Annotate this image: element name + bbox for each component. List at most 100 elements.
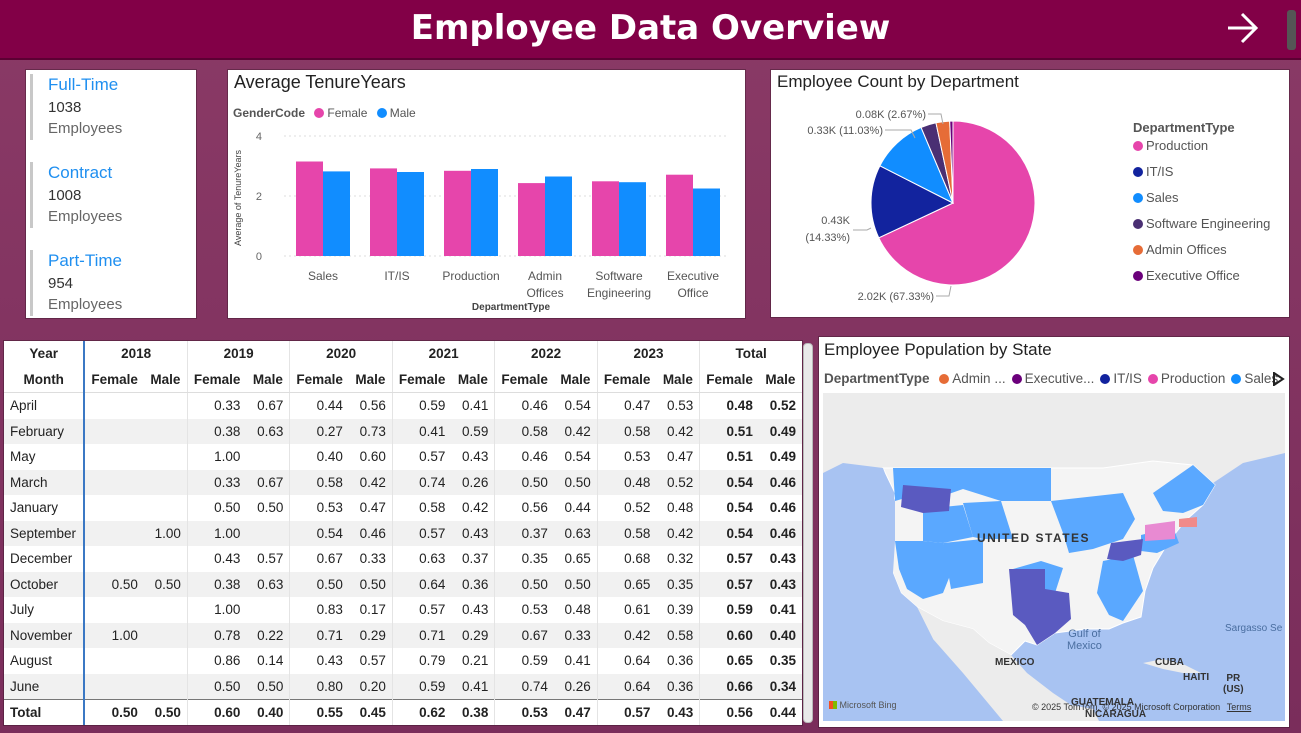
map-legend-item[interactable]: Admin ... bbox=[952, 371, 1006, 386]
pie-slice-it-is[interactable] bbox=[870, 165, 955, 239]
gender-header[interactable]: Female bbox=[289, 366, 349, 393]
table-row[interactable]: January 0.50 0.50 0.53 0.47 0.58 0.42 0.56 0.44 0… bbox=[4, 495, 802, 521]
table-row[interactable]: October 0.50 0.50 0.38 0.63 0.50 0.50 0.64 0.36 0… bbox=[4, 571, 802, 597]
gender-header[interactable]: Female bbox=[391, 366, 452, 393]
year-header[interactable]: 2018 bbox=[83, 341, 188, 367]
table-row[interactable]: September 1.00 1.00 0.54 0.46 0.57 0.43 0.37 0.6… bbox=[4, 520, 802, 546]
value-cell bbox=[83, 673, 144, 700]
table-row[interactable]: December 0.43 0.57 0.67 0.33 0.63 0.37 0.35 0.65… bbox=[4, 546, 802, 572]
year-header[interactable]: 2019 bbox=[186, 341, 290, 367]
table-row[interactable]: February 0.38 0.63 0.27 0.73 0.41 0.59 0.58 0.42… bbox=[4, 418, 802, 444]
row-header-month[interactable]: March bbox=[4, 469, 86, 495]
value-cell: 0.44 bbox=[289, 392, 349, 419]
row-header-month[interactable]: October bbox=[4, 571, 86, 597]
row-header-month[interactable]: July bbox=[4, 597, 86, 623]
row-header-month[interactable]: August bbox=[4, 648, 86, 674]
map-legend-item[interactable]: Executive... bbox=[1024, 371, 1095, 386]
state-midwest[interactable] bbox=[1051, 493, 1135, 553]
gender-header[interactable]: Male bbox=[348, 366, 393, 393]
row-header-month[interactable]: April bbox=[4, 392, 86, 419]
legend-item[interactable]: Admin Offices bbox=[1146, 242, 1227, 257]
table-row[interactable]: May 1.00 0.40 0.60 0.57 0.43 0.46 0.54 0.53 0.47 0… bbox=[4, 444, 802, 470]
us-choropleth-map[interactable] bbox=[823, 393, 1285, 721]
month-header-label[interactable]: Month bbox=[4, 366, 86, 393]
year-header[interactable]: 2023 bbox=[596, 341, 700, 367]
row-header-month[interactable]: June bbox=[4, 673, 86, 700]
bar-female[interactable] bbox=[370, 168, 397, 256]
gender-header[interactable]: Male bbox=[143, 366, 188, 393]
gender-header[interactable]: Female bbox=[596, 366, 657, 393]
gender-header[interactable]: Female bbox=[699, 366, 759, 393]
table-row[interactable]: July 1.00 0.83 0.17 0.57 0.43 0.53 0.48 0.61 0.39… bbox=[4, 597, 802, 623]
scrollbar[interactable] bbox=[1287, 10, 1296, 50]
state-utah-colorado[interactable] bbox=[963, 501, 1013, 539]
value-cell: 0.33 bbox=[186, 469, 247, 495]
legend-item[interactable]: Sales bbox=[1146, 190, 1179, 205]
table-row[interactable]: August 0.86 0.14 0.43 0.57 0.79 0.21 0.59 0.41 0.… bbox=[4, 648, 802, 674]
state-new-england[interactable] bbox=[1153, 465, 1215, 513]
bar-male[interactable] bbox=[545, 176, 572, 257]
table-row[interactable]: April 0.33 0.67 0.44 0.56 0.59 0.41 0.46 0.54 0.4… bbox=[4, 392, 802, 419]
pie-slice-executive-office[interactable] bbox=[949, 120, 954, 204]
state-montana[interactable] bbox=[963, 468, 1051, 501]
table-row[interactable]: March 0.33 0.67 0.58 0.42 0.74 0.26 0.50 0.50 0.4… bbox=[4, 469, 802, 495]
gender-header[interactable]: Male bbox=[656, 366, 700, 393]
legend-item[interactable]: Executive Office bbox=[1146, 268, 1240, 283]
bar-female[interactable] bbox=[444, 170, 471, 256]
bar-female[interactable] bbox=[296, 161, 323, 257]
gender-header[interactable]: Male bbox=[451, 366, 495, 393]
legend-item[interactable]: IT/IS bbox=[1146, 164, 1174, 179]
value-cell: 0.57 bbox=[257, 551, 284, 567]
map-legend-item[interactable]: IT/IS bbox=[1113, 371, 1142, 386]
legend-male[interactable]: Male bbox=[389, 106, 416, 120]
state-kentucky[interactable] bbox=[1107, 539, 1143, 561]
bar-male[interactable] bbox=[471, 169, 498, 256]
year-header[interactable]: 2021 bbox=[391, 341, 495, 367]
bar-male[interactable] bbox=[323, 171, 350, 256]
legend-next-icon[interactable] bbox=[1271, 372, 1285, 386]
arrow-right-icon[interactable] bbox=[1222, 10, 1264, 46]
bar-male[interactable] bbox=[619, 182, 646, 256]
row-header-month[interactable]: February bbox=[4, 418, 86, 444]
gender-header[interactable]: Male bbox=[758, 366, 802, 393]
row-header-month[interactable]: November bbox=[4, 622, 86, 648]
legend-item[interactable]: Software Engineering bbox=[1146, 216, 1270, 231]
gender-header[interactable]: Female bbox=[494, 366, 554, 393]
state-southeast[interactable] bbox=[1097, 555, 1143, 621]
row-header-month[interactable]: May bbox=[4, 444, 86, 470]
gender-header[interactable]: Male bbox=[246, 366, 290, 393]
row-header-month[interactable]: September bbox=[4, 520, 86, 546]
map-legend-item[interactable]: Sales bbox=[1244, 371, 1279, 386]
terms-link[interactable]: Terms bbox=[1226, 702, 1252, 712]
table-row[interactable]: June 0.50 0.50 0.80 0.20 0.59 0.41 0.74 0.26 0.64… bbox=[4, 673, 802, 700]
state-nevada[interactable] bbox=[923, 505, 973, 543]
legend-female[interactable]: Female bbox=[327, 106, 368, 120]
state-pennsylvania[interactable] bbox=[1145, 521, 1175, 541]
gender-header[interactable]: Female bbox=[83, 366, 144, 393]
table-row[interactable]: November 1.00 0.78 0.22 0.71 0.29 0.71 0.29 0.67… bbox=[4, 622, 802, 648]
bar-female[interactable] bbox=[592, 181, 619, 256]
pie-slice-production[interactable] bbox=[878, 120, 1036, 286]
state-new-jersey[interactable] bbox=[1179, 517, 1197, 527]
value-cell: 0.53 bbox=[289, 495, 349, 521]
gender-header[interactable]: Female bbox=[186, 366, 247, 393]
table-scrollbar[interactable] bbox=[803, 343, 813, 723]
x-tick-label: Sales bbox=[308, 269, 338, 283]
state-oregon[interactable] bbox=[901, 485, 951, 513]
year-header[interactable]: Total bbox=[699, 341, 802, 367]
state-california[interactable] bbox=[895, 541, 951, 599]
bar-male[interactable] bbox=[693, 188, 720, 257]
gender-header[interactable]: Male bbox=[553, 366, 598, 393]
map-legend-item[interactable]: Production bbox=[1160, 371, 1226, 386]
year-header[interactable]: 2020 bbox=[289, 341, 393, 367]
legend-item[interactable]: Production bbox=[1146, 138, 1208, 153]
state-texas[interactable] bbox=[1009, 569, 1071, 645]
total-cell: 0.57 bbox=[596, 699, 657, 725]
bar-male[interactable] bbox=[397, 172, 424, 256]
state-arizona[interactable] bbox=[943, 539, 983, 589]
row-header-month[interactable]: January bbox=[4, 495, 86, 521]
bar-female[interactable] bbox=[518, 183, 545, 256]
row-header-month[interactable]: December bbox=[4, 546, 86, 572]
year-header[interactable]: 2022 bbox=[494, 341, 598, 367]
bar-female[interactable] bbox=[666, 174, 693, 256]
